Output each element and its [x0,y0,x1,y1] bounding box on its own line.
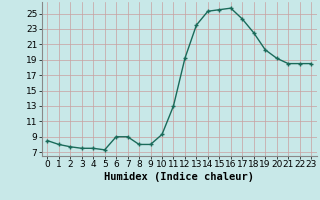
X-axis label: Humidex (Indice chaleur): Humidex (Indice chaleur) [104,172,254,182]
